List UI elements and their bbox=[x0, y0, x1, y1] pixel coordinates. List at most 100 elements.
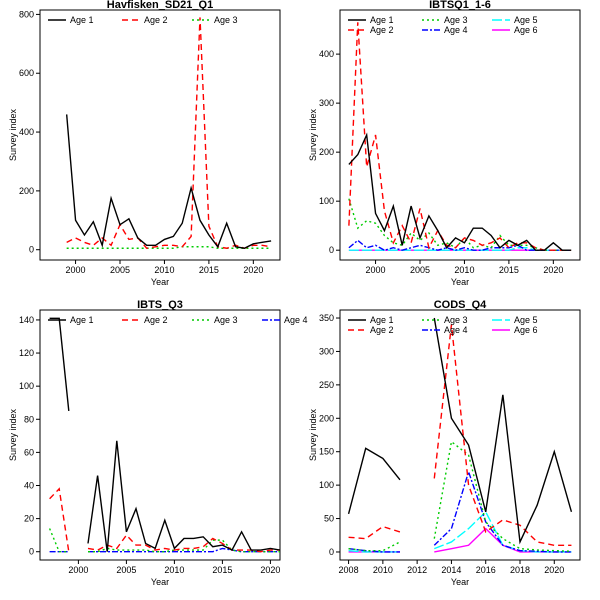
x-tick-label: 2020 bbox=[243, 265, 263, 275]
x-tick-label: 2015 bbox=[199, 265, 219, 275]
x-tick-label: 2010 bbox=[154, 265, 174, 275]
series-line-age-3 bbox=[348, 198, 572, 251]
y-tick-label: 100 bbox=[19, 381, 34, 391]
x-tick-label: 2005 bbox=[116, 565, 136, 575]
legend-label: Age 2 bbox=[370, 325, 394, 335]
x-tick-label: 2000 bbox=[68, 565, 88, 575]
x-tick-label: 2016 bbox=[476, 565, 496, 575]
legend-label: Age 5 bbox=[514, 315, 538, 325]
x-axis-label: Year bbox=[451, 277, 469, 287]
y-tick-label: 20 bbox=[24, 514, 34, 524]
x-axis-label: Year bbox=[151, 277, 169, 287]
x-tick-label: 2018 bbox=[510, 565, 530, 575]
y-tick-label: 200 bbox=[19, 186, 34, 196]
x-tick-label: 2010 bbox=[373, 565, 393, 575]
legend-label: Age 3 bbox=[444, 315, 468, 325]
legend-label: Age 4 bbox=[444, 25, 468, 35]
x-axis-label: Year bbox=[151, 577, 169, 587]
plot-frame bbox=[339, 9, 581, 261]
y-axis-label: Survey index bbox=[308, 408, 318, 461]
y-tick-label: 50 bbox=[324, 514, 334, 524]
series-line-age-1 bbox=[49, 317, 280, 552]
y-tick-label: 800 bbox=[19, 9, 34, 19]
x-tick-label: 2012 bbox=[407, 565, 427, 575]
legend-label: Age 3 bbox=[444, 15, 468, 25]
y-tick-label: 60 bbox=[24, 447, 34, 457]
x-tick-label: 2020 bbox=[544, 565, 564, 575]
legend-label: Age 1 bbox=[370, 15, 394, 25]
legend-label: Age 6 bbox=[514, 325, 538, 335]
y-tick-label: 300 bbox=[319, 98, 334, 108]
y-tick-label: 250 bbox=[319, 380, 334, 390]
x-tick-label: 2010 bbox=[164, 565, 184, 575]
plot-frame bbox=[39, 309, 281, 561]
y-axis-label: Survey index bbox=[308, 108, 318, 161]
y-tick-label: 120 bbox=[19, 348, 34, 358]
legend-label: Age 6 bbox=[514, 25, 538, 35]
legend-label: Age 2 bbox=[144, 15, 168, 25]
x-axis-label: Year bbox=[451, 577, 469, 587]
series-group bbox=[348, 22, 572, 251]
y-axis-label: Survey index bbox=[8, 408, 18, 461]
chart-panel-2: IBTSQ1_1-6 2000 2005 2010 2015 2020 0 100 200 300… bbox=[308, 0, 581, 287]
series-group bbox=[347, 317, 573, 553]
legend-label: Age 4 bbox=[284, 315, 308, 325]
legend: Age 1 Age 2 Age 3 bbox=[48, 15, 238, 25]
series-line-age-5 bbox=[348, 510, 572, 553]
y-tick-label: 0 bbox=[329, 245, 334, 255]
x-tick-label: 2005 bbox=[110, 265, 130, 275]
legend-label: Age 2 bbox=[144, 315, 168, 325]
series-line-age-1 bbox=[65, 114, 272, 249]
y-tick-label: 200 bbox=[319, 147, 334, 157]
x-tick-label: 2000 bbox=[66, 265, 86, 275]
y-tick-label: 40 bbox=[24, 480, 34, 490]
series-group bbox=[65, 17, 272, 249]
x-tick-label: 2015 bbox=[499, 265, 519, 275]
series-line-age-6 bbox=[348, 527, 572, 553]
y-tick-label: 100 bbox=[319, 480, 334, 490]
legend: Age 1 Age 2 Age 3 Age 4 bbox=[48, 315, 308, 325]
series-line-age-3 bbox=[348, 440, 572, 553]
x-tick-label: 2020 bbox=[543, 265, 563, 275]
y-tick-label: 400 bbox=[19, 127, 34, 137]
chart-panel-1: Havfisken_SD21_Q1 2000 2005 2010 2015 2020 0 20… bbox=[8, 0, 281, 287]
y-tick-label: 0 bbox=[29, 547, 34, 557]
series-line-age-3 bbox=[66, 246, 272, 249]
legend-label: Age 1 bbox=[370, 315, 394, 325]
y-tick-label: 150 bbox=[319, 447, 334, 457]
x-tick-label: 2020 bbox=[260, 565, 280, 575]
chart-title: IBTS_Q3 bbox=[137, 299, 183, 311]
chart-title: Havfisken_SD21_Q1 bbox=[107, 0, 213, 11]
y-tick-label: 400 bbox=[319, 49, 334, 59]
series-line-age-3 bbox=[48, 528, 280, 553]
y-tick-label: 600 bbox=[19, 68, 34, 78]
y-tick-label: 300 bbox=[319, 346, 334, 356]
x-tick-label: 2008 bbox=[339, 565, 359, 575]
legend-label: Age 4 bbox=[444, 325, 468, 335]
legend-label: Age 1 bbox=[70, 315, 94, 325]
series-line-age-2 bbox=[66, 17, 272, 249]
x-tick-label: 2014 bbox=[441, 565, 461, 575]
legend-label: Age 3 bbox=[214, 15, 238, 25]
series-line-age-4 bbox=[348, 469, 572, 553]
y-tick-label: 0 bbox=[329, 547, 334, 557]
x-tick-label: 2000 bbox=[366, 265, 386, 275]
series-line-age-2 bbox=[348, 22, 572, 251]
legend-label: Age 3 bbox=[214, 315, 238, 325]
series-line-age-2 bbox=[348, 324, 572, 546]
y-tick-label: 0 bbox=[29, 245, 34, 255]
x-tick-label: 2005 bbox=[410, 265, 430, 275]
legend-label: Age 5 bbox=[514, 15, 538, 25]
series-line-age-1 bbox=[347, 317, 573, 545]
y-tick-label: 350 bbox=[319, 313, 334, 323]
x-tick-label: 2015 bbox=[212, 565, 232, 575]
y-tick-label: 200 bbox=[319, 413, 334, 423]
chart-title: CODS_Q4 bbox=[434, 299, 487, 311]
plot-frame bbox=[339, 309, 581, 561]
chart-panel-4: CODS_Q4 2008 2010 2012 2014 2016 2018 2020 0 50 10… bbox=[308, 299, 581, 587]
series-line-age-1 bbox=[348, 132, 572, 251]
plot-frame bbox=[39, 9, 281, 261]
